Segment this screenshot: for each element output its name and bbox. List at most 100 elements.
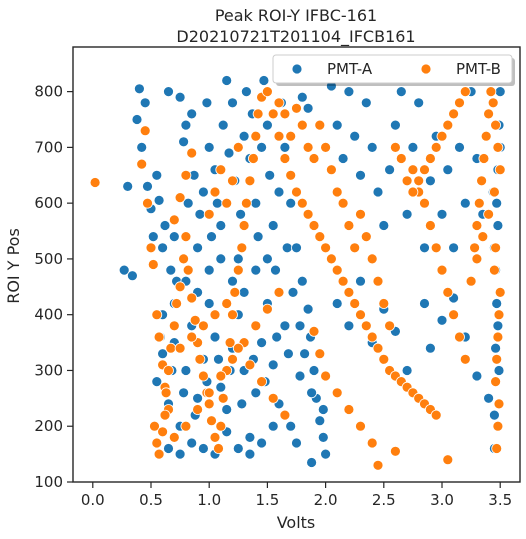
data-point-pmt-b [326,254,336,264]
data-point-pmt-a [344,87,354,97]
data-point-pmt-b [466,276,476,286]
data-point-pmt-a [148,232,158,242]
data-point-pmt-b [315,349,325,359]
data-point-pmt-b [160,410,170,420]
data-point-pmt-a [210,332,220,342]
data-point-pmt-a [216,221,226,231]
data-point-pmt-b [274,131,284,141]
y-tick-label: 200 [34,417,63,435]
data-point-pmt-a [207,232,217,242]
data-point-pmt-b [460,87,470,97]
data-point-pmt-b [484,109,494,119]
data-point-pmt-b [479,154,489,164]
data-point-pmt-b [175,282,185,292]
data-point-pmt-b [169,432,179,442]
data-point-pmt-a [286,421,296,431]
data-point-pmt-b [233,142,243,152]
data-point-pmt-b [274,98,284,108]
data-point-pmt-b [274,287,284,297]
y-tick-label: 600 [34,194,63,212]
data-point-pmt-b [408,187,418,197]
data-point-pmt-a [420,243,430,253]
data-point-pmt-a [158,243,168,253]
data-point-pmt-b [437,131,447,141]
data-point-pmt-b [414,176,424,186]
data-point-pmt-a [187,438,197,448]
data-point-pmt-b [443,120,453,130]
data-point-pmt-a [175,92,185,102]
data-point-pmt-a [237,399,247,409]
data-point-pmt-a [309,366,319,376]
data-point-pmt-b [489,187,499,197]
legend-marker-pmt-b [421,64,431,74]
data-point-pmt-b [489,265,499,275]
data-point-pmt-b [390,446,400,456]
data-point-pmt-b [245,176,255,186]
data-point-pmt-b [396,154,406,164]
data-point-pmt-a [356,170,366,180]
data-point-pmt-b [161,388,171,398]
data-point-pmt-a [123,181,133,191]
data-point-pmt-b [140,126,150,136]
data-point-pmt-a [169,232,179,242]
data-point-pmt-a [379,221,389,231]
data-point-pmt-b [492,354,502,364]
data-point-pmt-b [338,276,348,286]
data-point-pmt-b [402,176,412,186]
data-point-pmt-b [478,232,488,242]
data-point-pmt-a [494,366,504,376]
data-point-pmt-a [166,265,176,275]
data-point-pmt-b [431,243,441,253]
data-point-pmt-a [164,444,174,454]
x-tick-label: 0.0 [81,491,105,509]
data-point-pmt-b [385,321,395,331]
data-point-pmt-b [137,159,147,169]
data-point-pmt-b [332,388,342,398]
data-point-pmt-a [420,299,430,309]
data-point-pmt-b [181,170,191,180]
data-point-pmt-b [297,120,307,130]
data-point-pmt-b [408,165,418,175]
data-point-pmt-b [268,109,278,119]
data-point-pmt-b [460,354,470,364]
data-point-pmt-a [160,221,170,231]
data-point-pmt-b [146,243,156,253]
data-point-pmt-b [315,120,325,130]
data-point-pmt-a [152,170,162,180]
data-point-pmt-b [233,265,243,275]
x-axis-label: Volts [277,513,316,532]
data-point-pmt-b [470,243,480,253]
data-point-pmt-b [431,410,441,420]
data-point-pmt-a [198,187,208,197]
data-point-pmt-b [495,287,505,297]
data-point-pmt-b [321,243,331,253]
data-point-pmt-a [195,209,205,219]
data-point-pmt-b [179,254,189,264]
data-point-pmt-b [491,243,501,253]
data-point-pmt-a [318,432,328,442]
data-point-pmt-a [268,360,278,370]
data-point-pmt-a [239,131,249,141]
data-point-pmt-a [338,154,348,164]
data-point-pmt-b [493,142,503,152]
data-point-pmt-a [245,449,255,459]
data-point-pmt-b [241,198,251,208]
data-point-pmt-b [309,326,319,336]
data-point-pmt-a [332,120,342,130]
data-point-pmt-b [222,299,232,309]
data-point-pmt-b [420,198,430,208]
data-point-pmt-b [390,142,400,152]
data-point-pmt-a [257,438,267,448]
data-point-pmt-a [132,115,142,125]
data-point-pmt-a [495,87,505,97]
x-tick-label: 3.0 [430,491,454,509]
data-point-pmt-b [175,193,185,203]
data-point-pmt-b [494,399,504,409]
data-point-pmt-b [228,354,238,364]
data-point-pmt-b [344,287,354,297]
data-point-pmt-a [408,142,418,152]
data-point-pmt-a [224,148,234,158]
data-point-pmt-b [449,109,459,119]
data-point-pmt-a [295,371,305,381]
data-point-pmt-b [210,310,220,320]
